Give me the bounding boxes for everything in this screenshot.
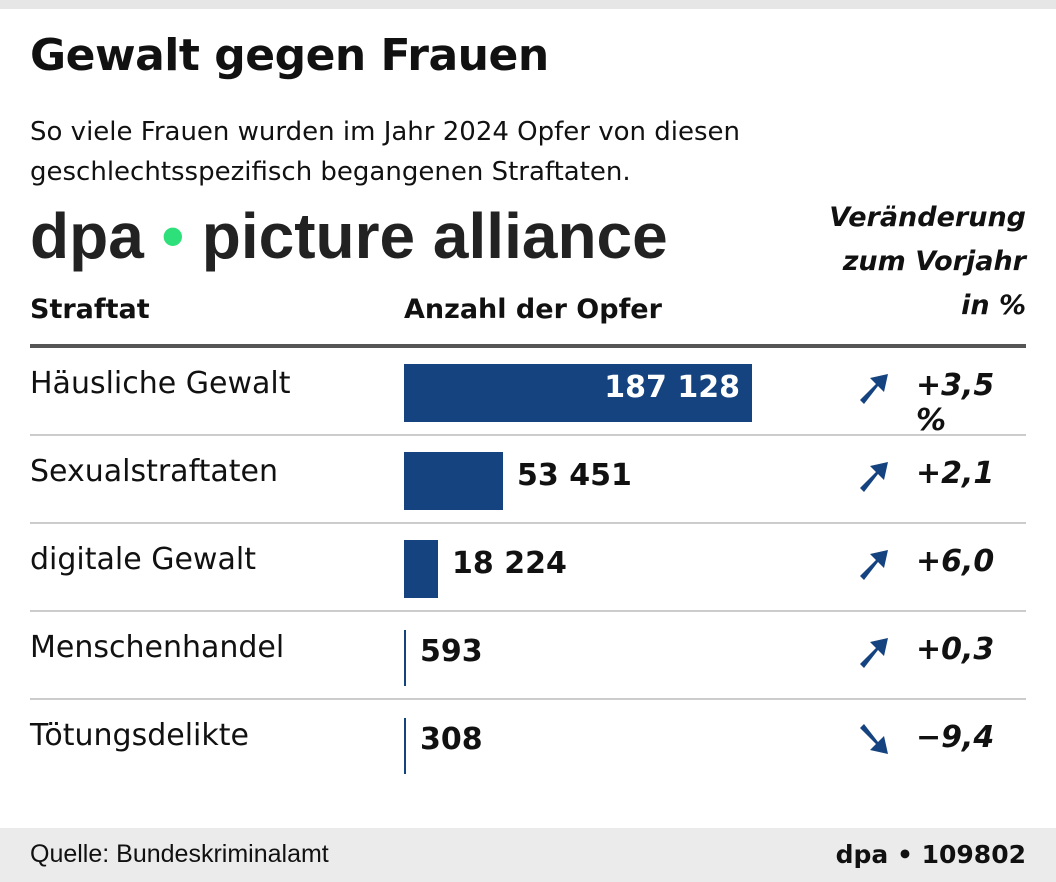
- table-row: Häusliche Gewalt 187 128 +3,5 %: [30, 348, 1026, 438]
- bar: [404, 364, 752, 422]
- chart-title: Gewalt gegen Frauen: [30, 30, 549, 81]
- header-change-line: in %: [961, 290, 1026, 321]
- arrow-up-right-icon: [860, 550, 888, 580]
- value-label: 18 224: [452, 546, 567, 581]
- table-row: Sexualstraftaten 53 451 +2,1: [30, 436, 1026, 524]
- row-divider: [30, 522, 1026, 524]
- category-label: Häusliche Gewalt: [30, 366, 291, 401]
- bar: [404, 540, 438, 598]
- arrow-up-right-icon: [860, 374, 888, 404]
- watermark-dot: •: [161, 200, 184, 272]
- arrow-down-right-icon: [860, 724, 888, 754]
- chart-subtitle: So viele Frauen wurden im Jahr 2024 Opfe…: [30, 117, 741, 187]
- change-label: +3,5 %: [916, 368, 995, 438]
- bar: [404, 630, 406, 686]
- change-label: −9,4: [916, 720, 995, 755]
- row-divider: [30, 434, 1026, 436]
- category-label: Sexualstraftaten: [30, 454, 278, 489]
- row-divider: [30, 698, 1026, 700]
- footer: Quelle: Bundeskriminalamt dpa • 109802: [0, 828, 1056, 882]
- change-label: +6,0: [916, 544, 995, 579]
- credit-code: dpa • 109802: [835, 840, 1026, 869]
- watermark-left: dpa: [30, 200, 144, 272]
- top-strip: [0, 0, 1056, 9]
- category-label: digitale Gewalt: [30, 542, 256, 577]
- table-row: digitale Gewalt 18 224 +6,0: [30, 524, 1026, 612]
- bar: [404, 718, 406, 774]
- category-label: Tötungsdelikte: [30, 718, 249, 753]
- category-label: Menschenhandel: [30, 630, 285, 665]
- watermark: dpa • picture alliance: [30, 204, 668, 268]
- table-row: Menschenhandel 593 +0,3: [30, 612, 1026, 700]
- header-count: Anzahl der Opfer: [404, 294, 662, 325]
- header-divider: [30, 344, 1026, 348]
- arrow-up-right-icon: [860, 638, 888, 668]
- header-category: Straftat: [30, 294, 150, 325]
- value-label: 593: [420, 634, 483, 669]
- source-note: Quelle: Bundeskriminalamt: [30, 840, 329, 868]
- table-row: Tötungsdelikte 308 −9,4: [30, 700, 1026, 788]
- header-change-line: zum Vorjahr: [842, 246, 1026, 277]
- row-divider: [30, 610, 1026, 612]
- change-label: +2,1: [916, 456, 995, 491]
- bar: [404, 452, 503, 510]
- arrow-up-right-icon: [860, 462, 888, 492]
- value-label: 308: [420, 722, 483, 757]
- change-label: +0,3: [916, 632, 995, 667]
- header-change-line: Veränderung: [829, 202, 1026, 233]
- value-label: 187 128: [604, 370, 740, 405]
- header-change: Veränderung zum Vorjahr in %: [829, 196, 1026, 328]
- watermark-right: picture alliance: [201, 200, 668, 272]
- value-label: 53 451: [517, 458, 632, 493]
